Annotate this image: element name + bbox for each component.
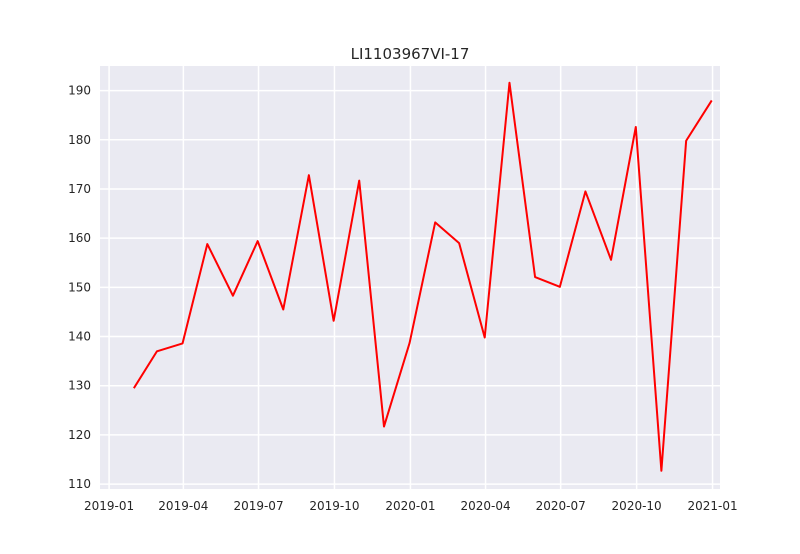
y-tick-label: 180 xyxy=(68,133,91,147)
y-tick-label: 170 xyxy=(68,182,91,196)
x-tick-label: 2019-10 xyxy=(309,499,359,513)
x-tick-label: 2021-01 xyxy=(687,499,737,513)
y-tick-label: 160 xyxy=(68,231,91,245)
x-tick-label: 2020-07 xyxy=(536,499,586,513)
x-tick-label: 2019-07 xyxy=(233,499,283,513)
x-axis-tick-labels: 2019-01 2019-04 2019-07 2019-10 2020-01 2020-… xyxy=(84,499,738,513)
y-tick-label: 120 xyxy=(68,428,91,442)
y-tick-label: 110 xyxy=(68,477,91,491)
y-tick-label: 130 xyxy=(68,379,91,393)
x-tick-label: 2020-10 xyxy=(612,499,662,513)
y-tick-label: 140 xyxy=(68,330,91,344)
chart-title: LI1103967VI-17 xyxy=(351,45,470,63)
y-tick-label: 190 xyxy=(68,84,91,98)
y-axis-tick-labels: 110 120 130 140 150 160 170 180 190 xyxy=(68,84,91,491)
x-tick-label: 2019-04 xyxy=(158,499,208,513)
y-tick-label: 150 xyxy=(68,280,91,294)
x-tick-label: 2020-04 xyxy=(460,499,510,513)
x-tick-label: 2020-01 xyxy=(385,499,435,513)
x-tick-label: 2019-01 xyxy=(84,499,134,513)
